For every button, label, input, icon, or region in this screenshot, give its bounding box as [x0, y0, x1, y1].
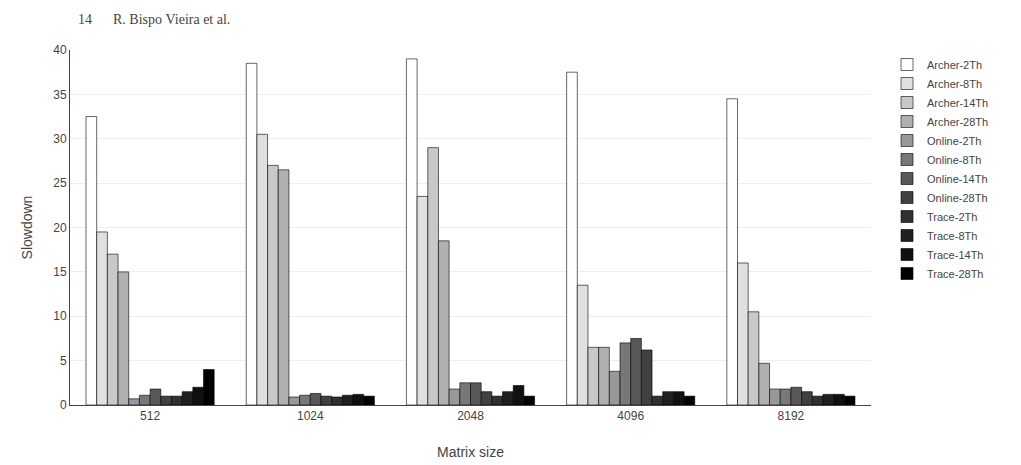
svg-text:2048: 2048: [457, 409, 484, 423]
svg-text:20: 20: [53, 221, 67, 235]
svg-text:35: 35: [53, 88, 67, 102]
svg-text:Archer-2Th: Archer-2Th: [927, 59, 982, 71]
svg-text:25: 25: [53, 176, 67, 190]
svg-text:512: 512: [140, 409, 160, 423]
svg-text:5: 5: [60, 354, 67, 368]
svg-text:30: 30: [53, 132, 67, 146]
svg-text:Archer-28Th: Archer-28Th: [927, 116, 988, 128]
svg-text:Trace-8Th: Trace-8Th: [927, 230, 977, 242]
svg-text:Archer-8Th: Archer-8Th: [927, 78, 982, 90]
svg-text:40: 40: [53, 43, 67, 57]
svg-text:8192: 8192: [778, 409, 805, 423]
svg-text:Online-2Th: Online-2Th: [927, 135, 981, 147]
svg-text:Slowdown: Slowdown: [19, 196, 35, 260]
svg-text:10: 10: [53, 309, 67, 323]
svg-text:Trace-2Th: Trace-2Th: [927, 211, 977, 223]
svg-text:Trace-28Th: Trace-28Th: [927, 268, 983, 280]
svg-text:15: 15: [53, 265, 67, 279]
svg-text:1024: 1024: [297, 409, 324, 423]
svg-text:14 R. Bispo Vieira et al.: 14 R. Bispo Vieira et al.: [78, 12, 230, 27]
svg-text:Online-28Th: Online-28Th: [927, 192, 988, 204]
svg-text:4096: 4096: [617, 409, 644, 423]
svg-text:Trace-14Th: Trace-14Th: [927, 249, 983, 261]
svg-text:0: 0: [60, 398, 67, 412]
svg-text:Online-14Th: Online-14Th: [927, 173, 988, 185]
svg-text:Archer-14Th: Archer-14Th: [927, 97, 988, 109]
svg-text:Online-8Th: Online-8Th: [927, 154, 981, 166]
svg-text:Matrix size: Matrix size: [437, 444, 504, 460]
